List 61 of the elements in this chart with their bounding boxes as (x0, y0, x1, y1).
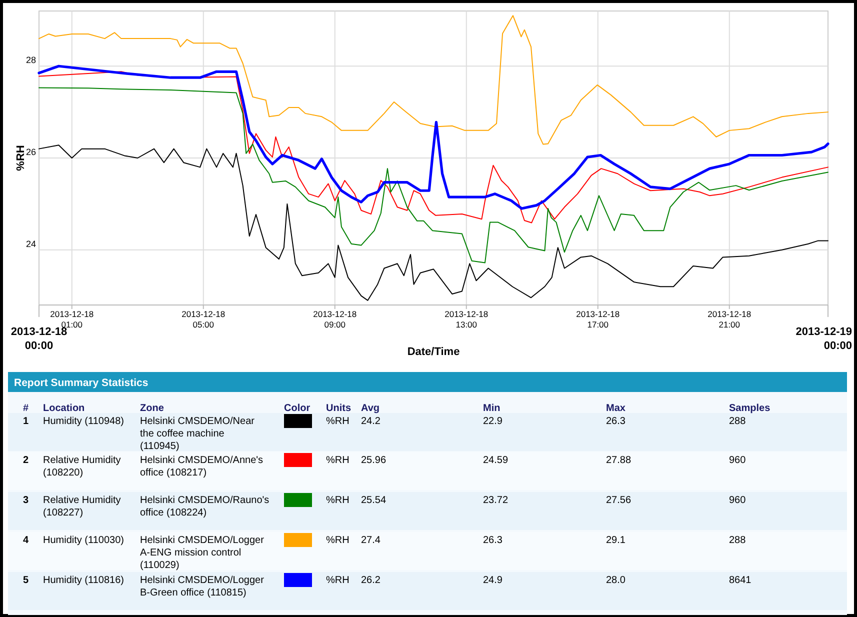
x-tick-label: 2013-12-18 13:00 (444, 309, 488, 330)
text: Max (606, 403, 626, 414)
x-tick-label: 2013-12-18 09:00 (313, 309, 357, 330)
text: Color (284, 403, 310, 414)
text: 23.72 (483, 495, 508, 506)
text: %RH (326, 575, 350, 586)
text: 960 (729, 455, 746, 466)
text: # (23, 403, 29, 414)
text: Humidity (110816) (43, 575, 124, 586)
text: 29.1 (606, 535, 626, 546)
text: 24.9 (483, 575, 503, 586)
text: Humidity (110030) (43, 535, 124, 546)
text: Samples (729, 403, 771, 414)
text: Location (43, 403, 85, 414)
text: %RH (326, 495, 350, 506)
x-tick-label: 2013-12-18 17:00 (576, 309, 620, 330)
text: Relative Humidity (108220) (43, 455, 121, 478)
text: 28.0 (606, 575, 626, 586)
text: 25.54 (361, 495, 386, 506)
text: 288 (729, 416, 746, 427)
text: 27.88 (606, 455, 632, 466)
text: 26.2 (361, 575, 381, 586)
text: Humidity (110948) (43, 416, 124, 427)
text: Relative Humidity (108227) (43, 495, 121, 518)
text: 22.9 (483, 416, 503, 427)
text: 24.2 (361, 416, 381, 427)
text: Helsinki CMSDEMO/Anne's office (108217) (140, 455, 264, 478)
text: 26.3 (483, 535, 503, 546)
text: 1 (23, 416, 29, 427)
y-tick-label: 24 (26, 238, 36, 249)
text: Helsinki CMSDEMO/Logger B-Green office (110815) (140, 575, 265, 598)
text: 3 (23, 495, 29, 506)
text: %RH (326, 455, 350, 466)
text: 27.4 (361, 535, 381, 546)
y-axis-title: %RH (15, 145, 27, 171)
text: %RH (326, 416, 350, 427)
text: 8641 (729, 575, 752, 586)
x-tick-label: 2013-12-18 05:00 (182, 309, 226, 330)
text: Min (483, 403, 500, 414)
x-tick-label: 2013-12-18 21:00 (708, 309, 752, 330)
text: 25.96 (361, 455, 386, 466)
text: Avg (361, 403, 380, 414)
y-tick-label: 26 (26, 147, 36, 157)
text: 26.3 (606, 416, 626, 427)
text: 2013-12-19 00:00 (796, 326, 852, 352)
y-tick-label: 28 (26, 55, 36, 66)
text: Helsinki CMSDEMO/Rauno's office (108224) (140, 495, 270, 518)
text: Report Summary Statistics (14, 377, 148, 389)
text: %RH (326, 535, 350, 546)
text: 24.59 (483, 455, 508, 466)
text: Helsinki CMSDEMO/Near the coffee machine (110945) (140, 416, 256, 452)
text: 960 (729, 495, 746, 506)
text: Zone (140, 403, 164, 414)
text: 2 (23, 455, 29, 466)
text: Units (326, 403, 352, 414)
text: 288 (729, 535, 746, 546)
text: 4 (23, 535, 29, 546)
text: 5 (23, 575, 29, 586)
text: 27.56 (606, 495, 632, 506)
text: Helsinki CMSDEMO/Logger A-ENG mission control (110029) (140, 535, 265, 571)
x-axis-title: Date/Time (407, 346, 460, 358)
